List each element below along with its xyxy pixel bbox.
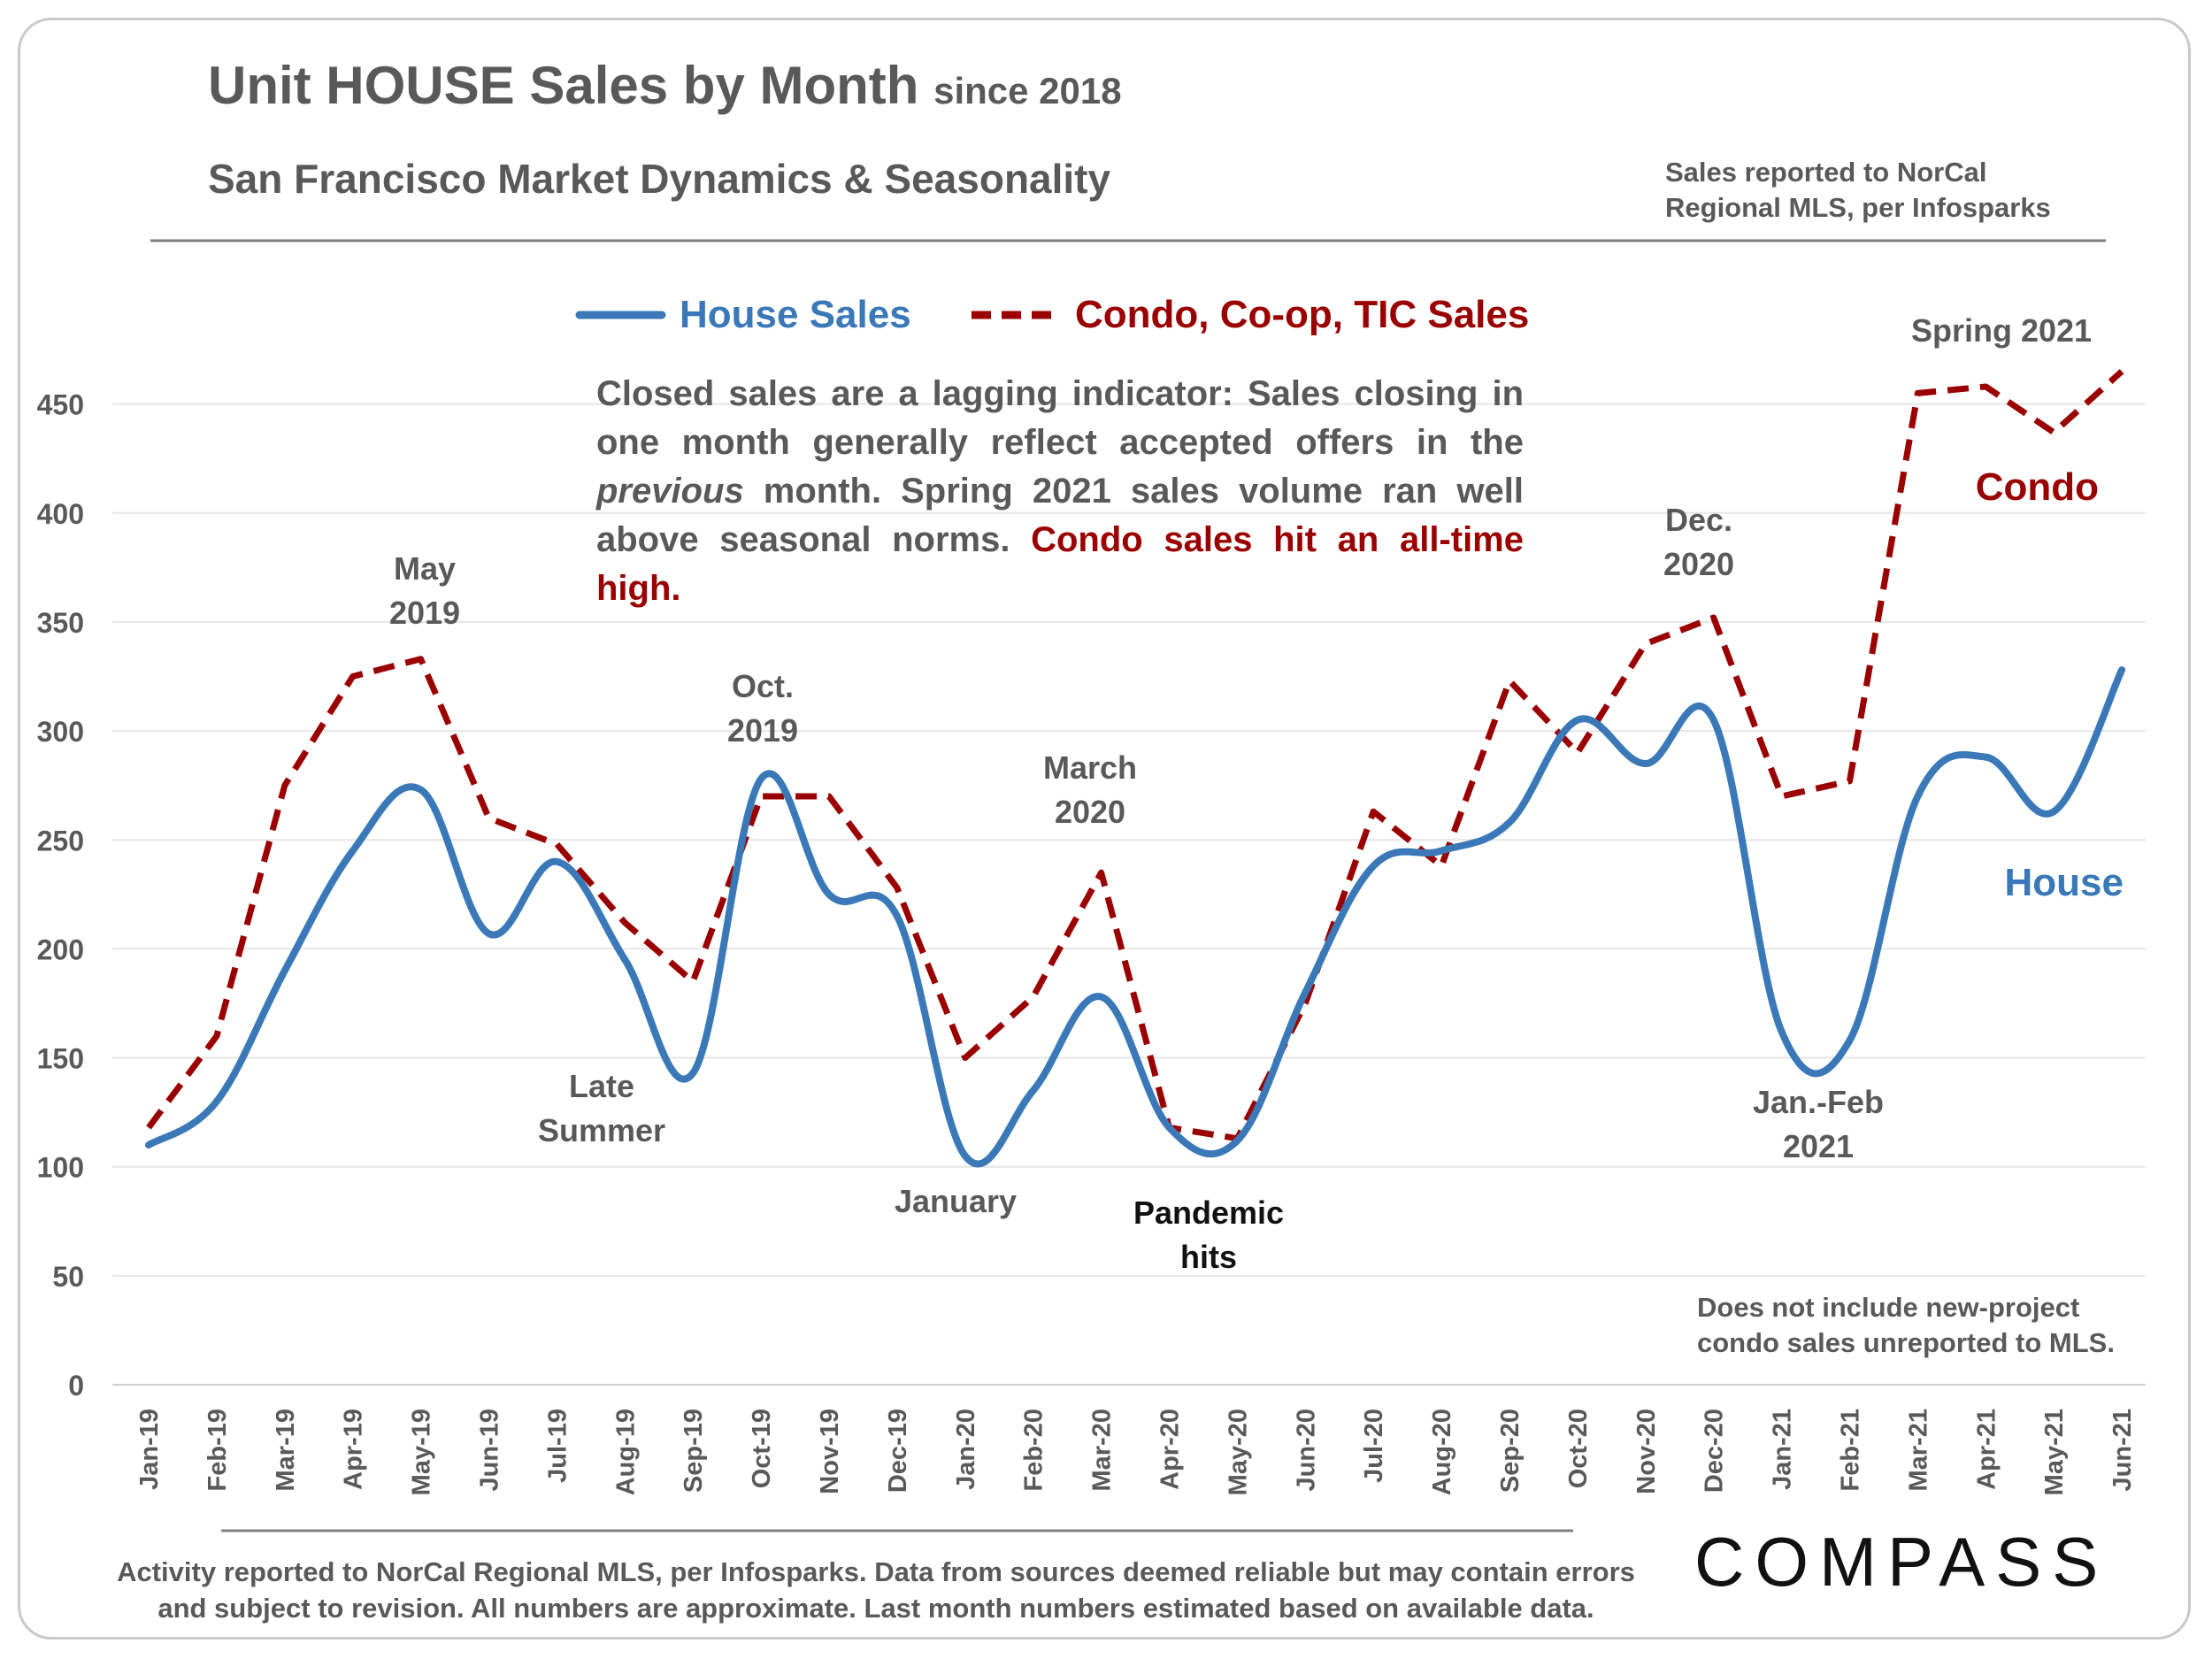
- x-axis-ticks: Jan-19 Feb-19 Mar-19 Apr-19 May-19 Jun-19 Jul-…: [135, 1409, 2137, 1495]
- x-tick-label: Nov-19: [816, 1409, 844, 1494]
- y-tick-label: 450: [37, 389, 84, 421]
- annotation-pandemic-line2: hits: [1180, 1239, 1237, 1275]
- note-text-part2: month. Spring 2021 sales volume ran well…: [596, 472, 1524, 559]
- y-tick-label: 0: [68, 1370, 84, 1402]
- condo-point-sep-20: [1507, 678, 1512, 683]
- series-label-condo: Condo: [1976, 465, 2099, 509]
- disclaimer-line2: condo sales unreported to MLS.: [1697, 1327, 2115, 1358]
- legend-house-label: House Sales: [680, 293, 911, 336]
- x-tick-label: Aug-19: [611, 1409, 640, 1495]
- x-tick-label: Jun-20: [1292, 1409, 1320, 1491]
- x-tick-label: May-20: [1224, 1409, 1252, 1495]
- y-tick-label: 50: [52, 1261, 84, 1293]
- annotation-dec-2020-line1: Dec.: [1665, 502, 1732, 538]
- condo-point-jun-19: [487, 816, 492, 821]
- note-text-part1: Closed sales are a lagging indicator: Sa…: [596, 374, 1524, 462]
- x-tick-label: Dec-19: [884, 1409, 912, 1493]
- annotation-late-summer-line1: Late: [569, 1068, 634, 1104]
- x-tick-label: Nov-20: [1632, 1409, 1661, 1494]
- x-tick-label: May-19: [408, 1409, 436, 1495]
- condo-sales-line: [146, 369, 2124, 1142]
- legend-condo-label: Condo, Co-op, TIC Sales: [1075, 293, 1529, 336]
- annotation-oct-2019-line1: Oct.: [732, 668, 794, 704]
- y-tick-label: 250: [37, 825, 84, 856]
- annotations: May 2019 Oct. 2019 March 2020 Late Summe…: [389, 312, 2092, 1275]
- series-lines: [145, 369, 2126, 1168]
- chart-subtitle: San Francisco Market Dynamics & Seasonal…: [208, 156, 1111, 202]
- annotation-march-2020-line2: 2020: [1055, 794, 1125, 830]
- gridlines: [112, 403, 2146, 1277]
- lagging-indicator-note: Closed sales are a lagging indicator: Sa…: [596, 370, 1524, 613]
- series-label-house: House: [2005, 861, 2124, 904]
- annotation-oct-2019-line2: 2019: [727, 712, 798, 749]
- x-tick-label: Jun-21: [2108, 1409, 2137, 1491]
- note-text-highlight: Condo sales hit an all-time high.: [596, 520, 1524, 608]
- footer-line1: Activity reported to NorCal Regional MLS…: [117, 1556, 1635, 1587]
- annotation-may-2019-line1: May: [394, 550, 456, 587]
- house-sales-line: [145, 666, 2126, 1168]
- note-text-italic: previous: [596, 472, 744, 511]
- source-note-line1: Sales reported to NorCal: [1665, 157, 1986, 188]
- condo-point-nov-20: [1643, 641, 1648, 647]
- y-tick-label: 350: [37, 607, 84, 639]
- y-tick-label: 150: [37, 1043, 84, 1075]
- x-tick-label: Jan-19: [135, 1409, 164, 1490]
- x-tick-label: Jan-21: [1769, 1409, 1797, 1490]
- y-tick-label: 100: [37, 1152, 84, 1184]
- x-tick-label: Oct-20: [1564, 1409, 1593, 1488]
- x-tick-label: Jun-19: [476, 1409, 504, 1491]
- x-tick-label: Apr-19: [340, 1409, 368, 1490]
- condo-point-jan-21: [1779, 794, 1785, 799]
- x-tick-label: Dec-20: [1701, 1409, 1729, 1493]
- x-tick-label: Apr-21: [1972, 1409, 2001, 1490]
- x-tick-label: May-21: [2040, 1409, 2069, 1495]
- x-tick-label: Feb-20: [1020, 1409, 1048, 1491]
- x-tick-label: Feb-19: [204, 1409, 232, 1491]
- annotation-january: January: [895, 1183, 1017, 1219]
- y-tick-label: 200: [37, 933, 84, 965]
- x-tick-label: Apr-20: [1156, 1409, 1185, 1490]
- x-tick-label: Mar-21: [1904, 1409, 1932, 1492]
- annotation-janfeb-2021-line2: 2021: [1783, 1128, 1854, 1164]
- y-axis-ticks: 0 50 100 150 200 250 300 350 400 450: [37, 389, 84, 1402]
- annotation-pandemic-line1: Pandemic: [1133, 1194, 1284, 1231]
- y-tick-label: 300: [37, 716, 84, 748]
- x-tick-label: Sep-20: [1496, 1409, 1525, 1493]
- footer-line2: and subject to revision. All numbers are…: [157, 1593, 1594, 1624]
- compass-logo: COMPASS: [1694, 1523, 2109, 1601]
- annotation-may-2019-line2: 2019: [389, 595, 460, 631]
- x-tick-label: Aug-20: [1428, 1409, 1456, 1495]
- chart-frame: [18, 18, 2191, 1640]
- annotation-late-summer-line2: Summer: [538, 1112, 665, 1148]
- condo-point-feb-20: [1031, 995, 1036, 1000]
- condo-point-sep-19: [690, 979, 695, 984]
- y-tick-label: 400: [37, 498, 84, 530]
- x-tick-label: Oct-19: [748, 1409, 776, 1488]
- disclaimer-line1: Does not include new-project: [1697, 1292, 2079, 1323]
- x-tick-label: Jul-20: [1360, 1409, 1388, 1483]
- x-tick-label: Mar-19: [272, 1409, 300, 1492]
- x-tick-label: Feb-21: [1837, 1409, 1865, 1491]
- annotation-janfeb-2021-line1: Jan.-Feb: [1753, 1084, 1884, 1120]
- annotation-dec-2020-line2: 2020: [1663, 546, 1734, 582]
- x-tick-label: Jul-19: [543, 1409, 572, 1483]
- chart-title-suffix: since 2018: [933, 70, 1122, 111]
- x-tick-label: Jan-20: [952, 1409, 980, 1490]
- annotation-march-2020-line1: March: [1043, 749, 1137, 786]
- annotation-spring-2021: Spring 2021: [1911, 312, 2092, 349]
- chart-title: Unit HOUSE Sales by Month since 2018: [208, 56, 1122, 115]
- condo-point-aug-20: [1439, 864, 1444, 869]
- x-tick-label: Mar-20: [1088, 1409, 1117, 1492]
- x-tick-label: Sep-19: [680, 1409, 708, 1493]
- source-note-line2: Regional MLS, per Infosparks: [1665, 192, 2051, 223]
